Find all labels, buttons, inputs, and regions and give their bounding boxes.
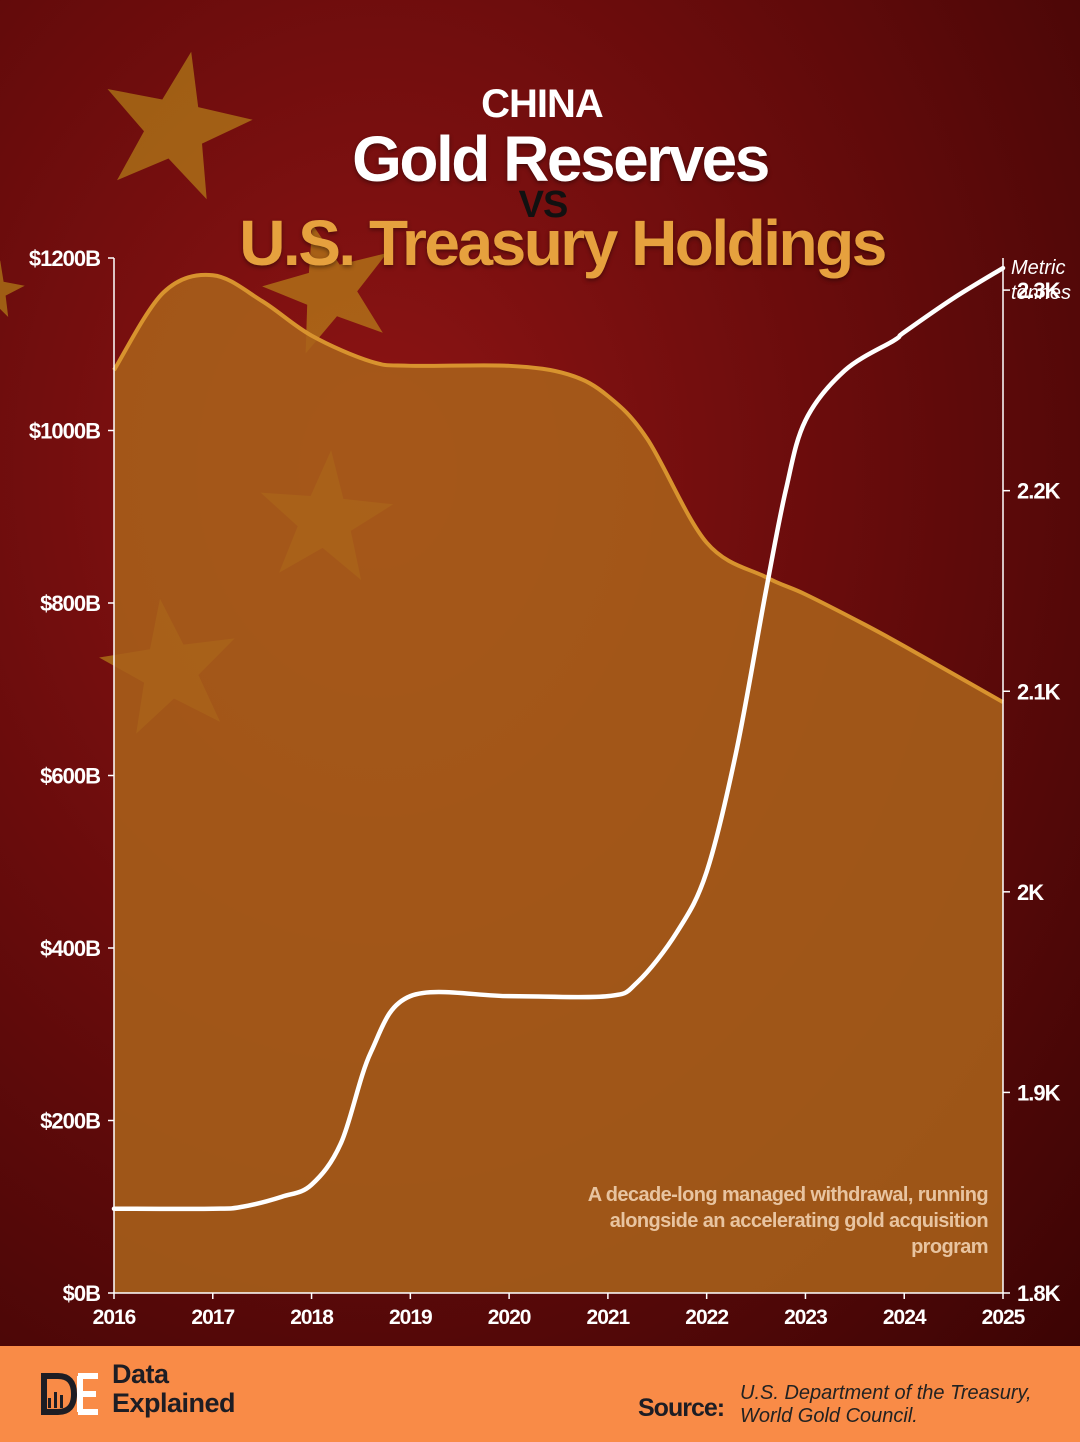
right-tick-label: 1.8K	[1017, 1281, 1061, 1306]
title-country: CHINA	[481, 82, 604, 126]
right-axis-label: tonnes	[1011, 282, 1071, 304]
gold-line-layer	[111, 265, 1006, 1212]
x-tick-label: 2018	[290, 1306, 334, 1329]
star-icon	[0, 260, 25, 317]
x-tick-label: 2023	[784, 1306, 827, 1329]
treasury-area-edge	[112, 272, 1004, 704]
right-tick-label: 2.1K	[1017, 679, 1061, 704]
star-icon	[107, 51, 253, 200]
chart-stage: $0B $200B $400B $600B $800B $1000B $1200B 1.8K 1…	[0, 0, 1080, 1346]
left-tick-label: $1200B	[29, 246, 100, 271]
right-tick-label: 2.3K	[1017, 278, 1061, 303]
chart-annotation: A decade-long managed withdrawal, runnin…	[548, 1182, 989, 1260]
source-text: U.S. Department of the Treasury, World G…	[740, 1382, 1032, 1428]
left-tick-label: $400B	[40, 936, 100, 961]
title-gold-reserves: Gold Reserves	[352, 123, 770, 195]
brand-line-1: Data	[112, 1359, 169, 1389]
left-tick-label: $1000B	[29, 419, 100, 444]
gold-reserves-line	[111, 265, 1006, 1212]
annotation-line-2: alongside an accelerating gold acquisiti…	[609, 1210, 989, 1232]
left-tick-label: $200B	[40, 1109, 100, 1134]
data-explained-logo-icon	[41, 1373, 98, 1415]
source-label: Source:	[638, 1394, 725, 1422]
title-treasury-holdings: U.S. Treasury Holdings	[239, 207, 887, 279]
left-tick-label: $600B	[40, 764, 100, 789]
x-tick-label: 2024	[883, 1306, 927, 1329]
source-line-1: U.S. Department of the Treasury,	[740, 1382, 1032, 1404]
x-tick-label: 2022	[685, 1306, 728, 1329]
annotation-line-1: A decade-long managed withdrawal, runnin…	[587, 1184, 989, 1206]
x-tick-label: 2020	[488, 1306, 531, 1329]
chart: $0B $200B $400B $600B $800B $1000B $1200B 1.8K 1…	[0, 51, 1071, 1329]
axes: $0B $200B $400B $600B $800B $1000B $1200B 1.8K 1…	[29, 246, 1071, 1329]
right-axis-label: Metric	[1011, 257, 1065, 279]
left-tick-label: $0B	[63, 1281, 100, 1306]
x-tick-label: 2019	[389, 1306, 432, 1329]
footer: Data Explained Source: U.S. Department o…	[0, 1346, 1080, 1442]
x-tick-label: 2025	[982, 1306, 1026, 1329]
brand-line-2: Explained	[112, 1388, 236, 1418]
x-tick-label: 2016	[93, 1306, 136, 1329]
star-icon	[262, 224, 387, 354]
right-tick-label: 2.2K	[1017, 479, 1061, 504]
annotation-line-3: program	[911, 1236, 989, 1258]
brand-name: Data Explained	[112, 1359, 236, 1418]
title-vs: VS	[518, 184, 569, 226]
x-tick-label: 2017	[191, 1306, 234, 1329]
treasury-area-layer	[112, 272, 1004, 1293]
x-tick-label: 2021	[587, 1306, 631, 1329]
right-tick-label: 2K	[1017, 880, 1044, 905]
left-tick-label: $800B	[40, 591, 100, 616]
treasury-area	[114, 274, 1003, 1293]
source-line-2: World Gold Council.	[740, 1405, 918, 1427]
right-tick-label: 1.9K	[1017, 1080, 1061, 1105]
